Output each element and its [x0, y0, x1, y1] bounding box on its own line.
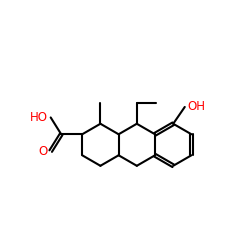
Text: OH: OH: [188, 100, 206, 114]
Text: HO: HO: [30, 111, 48, 124]
Text: O: O: [38, 144, 48, 158]
